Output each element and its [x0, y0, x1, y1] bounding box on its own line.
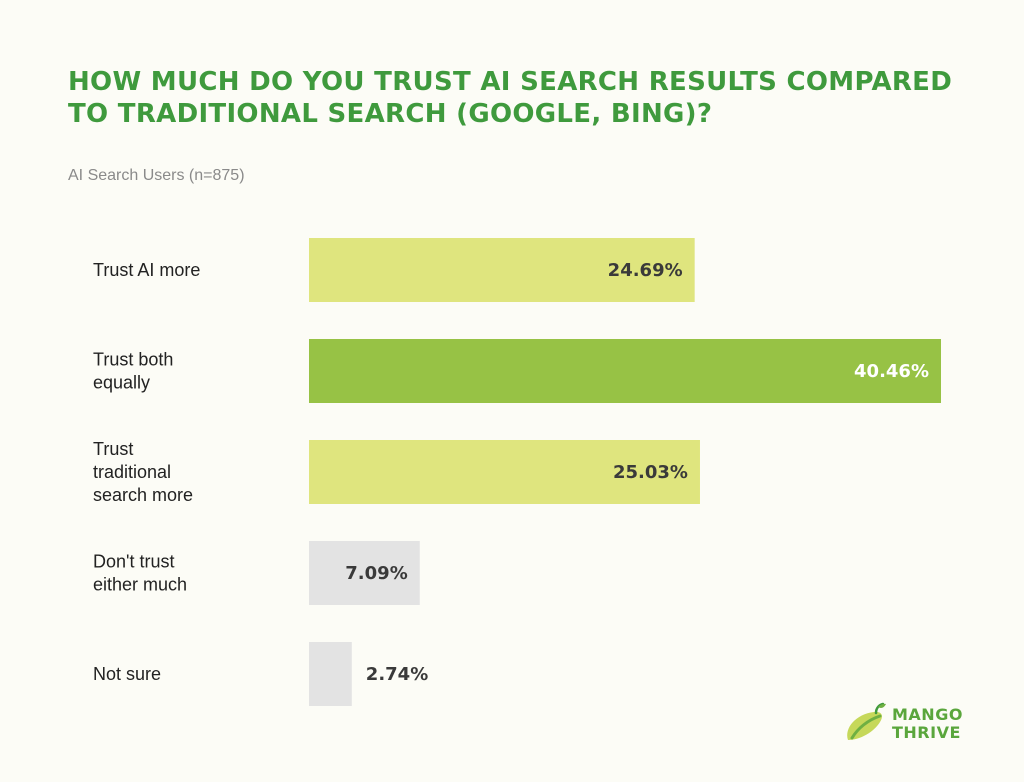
category-label-3: Don't trust either much — [93, 552, 187, 595]
category-label-0: Trust AI more — [93, 260, 200, 280]
logo-line-1: MANGO — [892, 705, 963, 724]
mango-leaf-icon — [847, 702, 886, 740]
value-label-4: 2.74% — [366, 664, 428, 685]
bar-1 — [309, 339, 941, 403]
mango-thrive-logo: MANGO THRIVE — [842, 700, 982, 748]
category-label-4: Not sure — [93, 664, 161, 684]
value-label-1: 40.46% — [854, 361, 929, 382]
value-label-2: 25.03% — [613, 462, 688, 483]
category-label-2: Trust traditional search more — [93, 439, 193, 505]
bar-4 — [309, 642, 352, 706]
chart-title: HOW MUCH DO YOU TRUST AI SEARCH RESULTS … — [68, 67, 953, 129]
bar-3 — [309, 541, 420, 605]
bar-0 — [309, 238, 695, 302]
logo-line-2: THRIVE — [892, 723, 961, 742]
bar-2 — [309, 440, 700, 504]
value-label-0: 24.69% — [608, 260, 683, 281]
category-label-1: Trust both equally — [93, 350, 173, 393]
chart-subtitle: AI Search Users (n=875) — [68, 167, 245, 184]
value-label-3: 7.09% — [345, 563, 407, 584]
